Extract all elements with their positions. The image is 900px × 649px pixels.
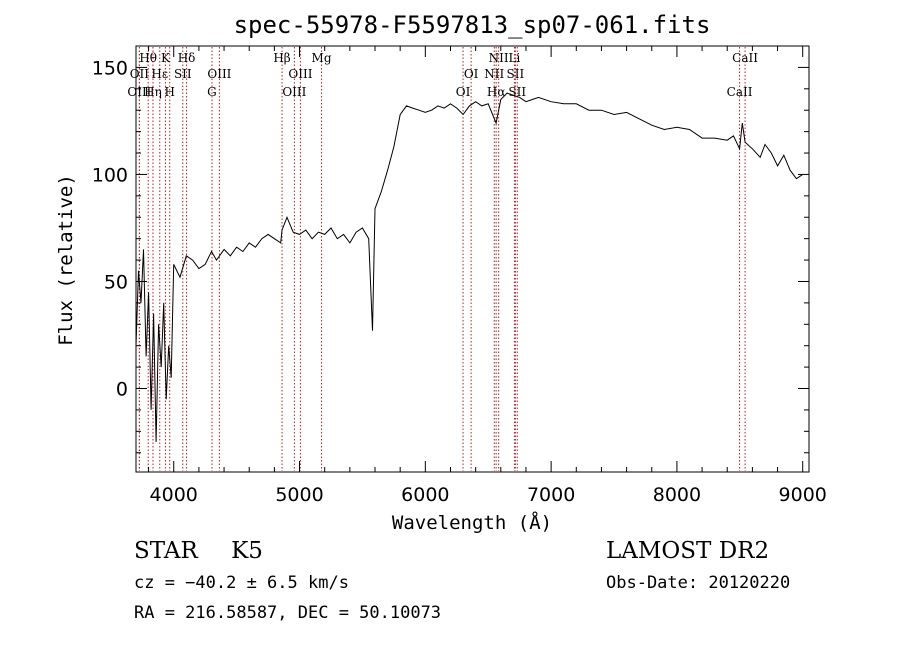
- x-axis: 4000 5000 6000 7000 8000 9000: [148, 46, 827, 506]
- y-tick-label: 0: [116, 379, 128, 401]
- line-label: K: [161, 51, 171, 65]
- line-label: OII: [130, 67, 150, 81]
- line-label: CaII: [732, 51, 758, 65]
- coords-readout: RA = 216.58587, DEC = 50.10073: [134, 603, 442, 623]
- line-label: SII: [174, 67, 192, 81]
- line-label: OIII: [288, 67, 312, 81]
- plot-frame: [135, 45, 810, 473]
- y-tick-label: 150: [92, 57, 128, 79]
- line-label: Hδ: [178, 51, 196, 65]
- line-label: G: [207, 85, 217, 99]
- line-label: Hβ: [273, 51, 290, 65]
- line-label: Hθ: [139, 51, 157, 65]
- line-label: CaII: [727, 85, 753, 99]
- line-label: OI: [456, 85, 471, 99]
- line-label: Hα: [487, 85, 506, 99]
- x-tick-label: 5000: [275, 484, 323, 506]
- x-tick-label: 8000: [653, 484, 701, 506]
- line-label: Hη: [144, 85, 162, 99]
- x-tick-label: 6000: [401, 484, 449, 506]
- x-tick-label: 7000: [527, 484, 575, 506]
- subclass-text: K5: [231, 538, 263, 564]
- x-tick-label: 9000: [779, 484, 827, 506]
- object-class: STAR K5: [134, 538, 263, 564]
- y-tick-label: 50: [104, 271, 128, 293]
- y-axis: 0 50 100 150: [92, 57, 809, 454]
- object-class-text: STAR: [134, 538, 198, 564]
- line-label: NII: [489, 51, 509, 65]
- line-label: OIII: [127, 85, 151, 99]
- redshift-readout: cz = −40.2 ± 6.5 km/s: [134, 573, 349, 593]
- line-label: H: [164, 85, 174, 99]
- y-tick-label: 100: [92, 164, 128, 186]
- line-label: Li: [508, 51, 520, 65]
- x-axis-label: Wavelength (Å): [392, 511, 552, 534]
- line-markers: [138, 47, 746, 471]
- line-label: Mg: [312, 51, 332, 65]
- line-label: OI: [464, 67, 479, 81]
- x-tick-label: 4000: [150, 484, 198, 506]
- line-label: SII: [507, 67, 525, 81]
- spectrum-line: [135, 92, 803, 443]
- chart-title: spec-55978-F5597813_sp07-061.fits: [234, 11, 711, 39]
- survey-name: LAMOST DR2: [606, 538, 770, 564]
- line-label: NII: [484, 67, 504, 81]
- obs-date-readout: Obs-Date: 20120220: [606, 573, 791, 593]
- line-label: OIII: [282, 85, 306, 99]
- line-label: Hε: [151, 67, 168, 81]
- y-axis-label: Flux (relative): [55, 174, 77, 346]
- line-label: OIII: [207, 67, 231, 81]
